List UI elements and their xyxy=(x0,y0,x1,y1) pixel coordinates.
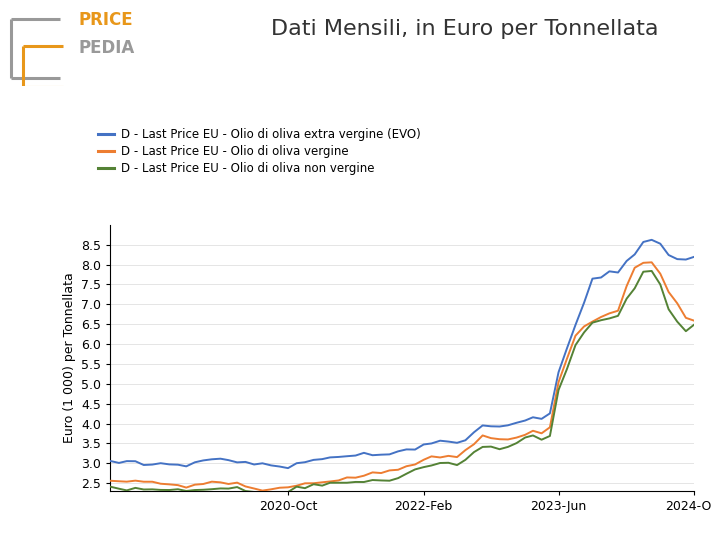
Text: PEDIA: PEDIA xyxy=(78,39,135,57)
Text: PRICE: PRICE xyxy=(78,12,133,29)
Text: Dati Mensili, in Euro per Tonnellata: Dati Mensili, in Euro per Tonnellata xyxy=(271,19,658,39)
Y-axis label: Euro (1 000) per Tonnellata: Euro (1 000) per Tonnellata xyxy=(63,273,75,443)
Legend: D - Last Price EU - Olio di oliva extra vergine (EVO), D - Last Price EU - Olio : D - Last Price EU - Olio di oliva extra … xyxy=(98,128,421,175)
